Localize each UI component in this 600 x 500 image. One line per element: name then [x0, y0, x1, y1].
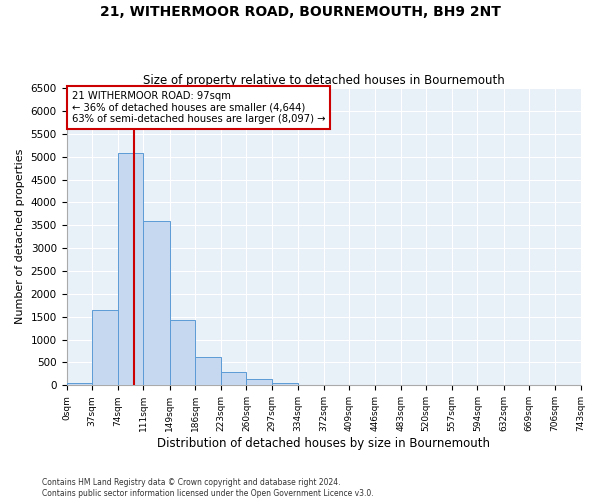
Text: Contains HM Land Registry data © Crown copyright and database right 2024.
Contai: Contains HM Land Registry data © Crown c…	[42, 478, 374, 498]
Text: 21, WITHERMOOR ROAD, BOURNEMOUTH, BH9 2NT: 21, WITHERMOOR ROAD, BOURNEMOUTH, BH9 2N…	[100, 5, 500, 19]
Bar	[195, 358, 221, 386]
Y-axis label: Number of detached properties: Number of detached properties	[15, 149, 25, 324]
Text: 21 WITHERMOOR ROAD: 97sqm
← 36% of detached houses are smaller (4,644)
63% of se: 21 WITHERMOOR ROAD: 97sqm ← 36% of detac…	[71, 91, 325, 124]
Bar	[92, 310, 118, 386]
Title: Size of property relative to detached houses in Bournemouth: Size of property relative to detached ho…	[143, 74, 505, 87]
Bar	[67, 383, 92, 386]
X-axis label: Distribution of detached houses by size in Bournemouth: Distribution of detached houses by size …	[157, 437, 490, 450]
Bar	[272, 382, 298, 386]
Bar	[247, 379, 272, 386]
Bar	[118, 153, 143, 386]
Bar	[221, 372, 247, 386]
Bar	[143, 221, 170, 386]
Bar	[170, 320, 195, 386]
